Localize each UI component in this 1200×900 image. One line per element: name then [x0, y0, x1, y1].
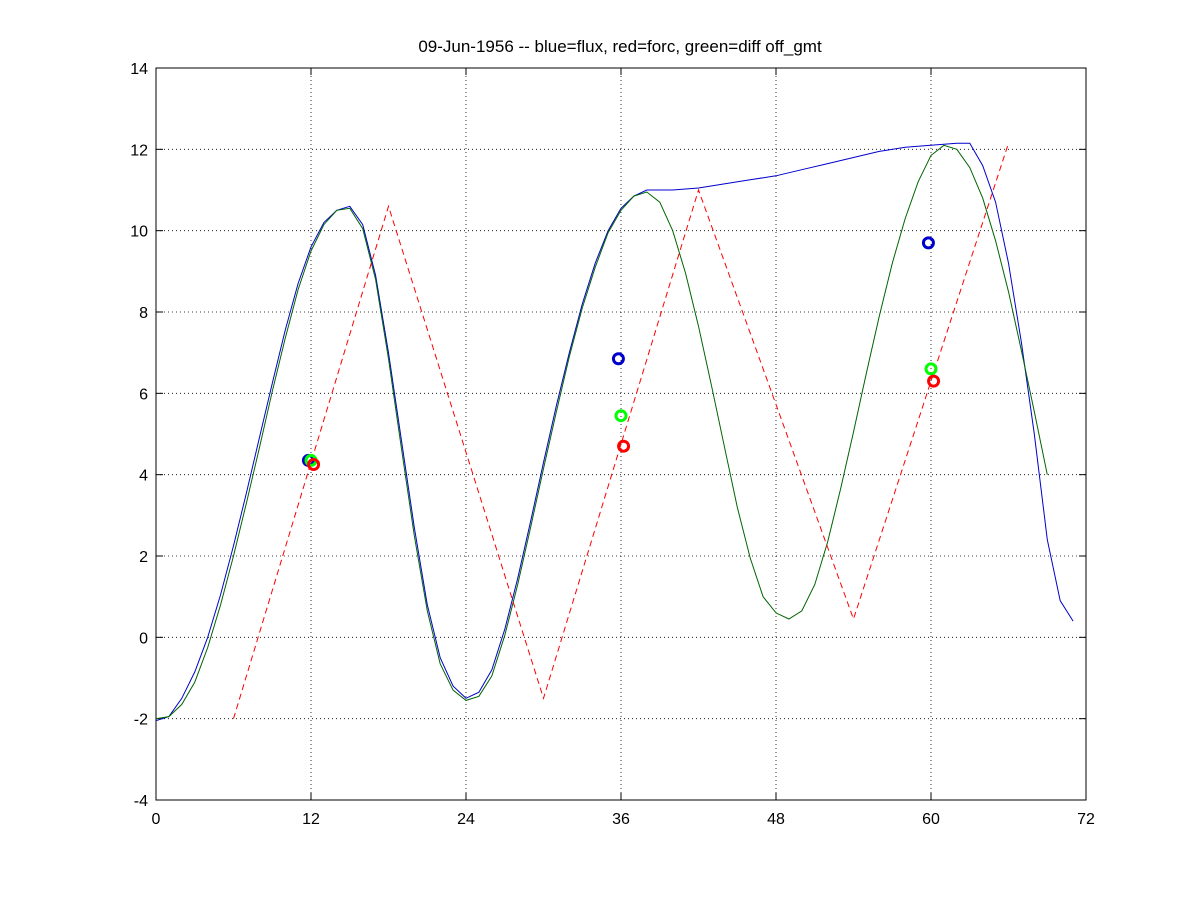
y-tick-label: 12 — [130, 142, 148, 159]
series-markers — [301, 236, 941, 471]
marker-diff — [614, 409, 628, 423]
y-tick-label: -4 — [134, 793, 148, 810]
series-line-diff — [155, 144, 1048, 720]
y-tick-label: 10 — [130, 224, 148, 241]
x-tick-label: 12 — [302, 811, 320, 828]
marker-flux — [921, 236, 935, 250]
y-tick-label: 4 — [139, 468, 148, 485]
marker-forc — [927, 374, 941, 388]
x-tick-label: 24 — [457, 811, 475, 828]
series-line-flux — [155, 142, 1074, 722]
x-tick-label: 0 — [152, 811, 161, 828]
grid-lines — [156, 68, 1086, 800]
marker-forc — [307, 458, 321, 471]
x-tick-label: 60 — [922, 811, 940, 828]
marker-diff — [924, 362, 938, 376]
series-line-forc — [233, 143, 1009, 719]
x-tick-label: 48 — [767, 811, 785, 828]
marker-forc — [617, 439, 631, 453]
y-tick-label: 8 — [139, 305, 148, 322]
chart-title: 09-Jun-1956 -- blue=flux, red=forc, gree… — [418, 37, 822, 56]
y-tick-label: 2 — [139, 549, 148, 566]
x-tick-label: 72 — [1077, 811, 1095, 828]
y-tick-label: 6 — [139, 386, 148, 403]
y-tick-label: 0 — [139, 630, 148, 647]
marker-flux — [611, 352, 625, 366]
plot-area — [155, 67, 1087, 801]
y-tick-label: 14 — [130, 61, 148, 78]
y-tick-label: -2 — [134, 712, 148, 729]
x-tick-label: 36 — [612, 811, 630, 828]
series-lines — [155, 142, 1074, 722]
